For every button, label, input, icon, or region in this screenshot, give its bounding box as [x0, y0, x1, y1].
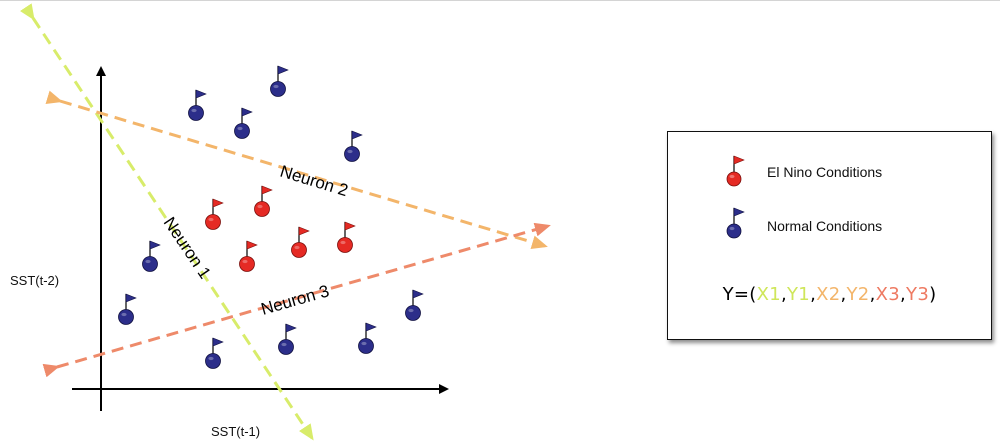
formula-sep: ,: [869, 284, 876, 305]
legend-box: El Nino Conditions Normal Conditions Y=(…: [667, 131, 992, 340]
normal-marker: [205, 337, 224, 369]
el-nino-marker: [291, 226, 310, 258]
normal-marker: [188, 89, 207, 121]
formula-sep: ,: [780, 284, 787, 305]
formula-sep: ,: [840, 284, 847, 305]
red-flag-pin-icon: [726, 155, 745, 187]
normal-marker: [278, 323, 297, 355]
el-nino-marker: [205, 198, 224, 230]
normal-marker: [344, 130, 363, 162]
legend-normal: Normal Conditions: [668, 204, 991, 244]
neuron-3-label: Neuron 3: [259, 281, 331, 319]
neuron-2-line: [45, 90, 548, 249]
neuron-2-label: Neuron 2: [278, 162, 350, 201]
formula-sep: ,: [810, 284, 817, 305]
legend-el-nino: El Nino Conditions: [668, 152, 991, 192]
formula-sep: ,: [900, 284, 907, 305]
blue-flag-pin-icon: [726, 207, 745, 239]
top-divider: [0, 0, 1000, 1]
data-markers: [118, 65, 424, 369]
output-formula: Y=(X1,Y1,X2,Y2,X3,Y3): [668, 284, 991, 305]
normal-marker: [234, 107, 253, 139]
normal-marker: [118, 293, 137, 325]
normal-marker: [358, 322, 377, 354]
formula-x2: X2: [816, 284, 841, 305]
legend-el-nino-label: El Nino Conditions: [767, 164, 883, 180]
normal-marker: [270, 65, 289, 97]
neuron-3-line: [42, 222, 551, 378]
formula-prefix: Y=(: [722, 284, 757, 305]
el-nino-marker: [337, 221, 356, 253]
normal-marker: [405, 289, 424, 321]
legend-normal-label: Normal Conditions: [767, 218, 883, 234]
normal-marker: [142, 240, 161, 272]
x-axis-label: SST(t-1): [211, 424, 261, 439]
formula-y3: Y3: [906, 284, 930, 305]
formula-y1: Y1: [787, 284, 811, 305]
el-nino-marker: [239, 240, 258, 272]
formula-suffix: ): [929, 284, 937, 305]
formula-y2: Y2: [846, 284, 870, 305]
formula-x1: X1: [756, 284, 781, 305]
y-axis-label: SST(t-2): [10, 273, 60, 288]
formula-x3: X3: [875, 284, 900, 305]
el-nino-marker: [254, 185, 273, 217]
